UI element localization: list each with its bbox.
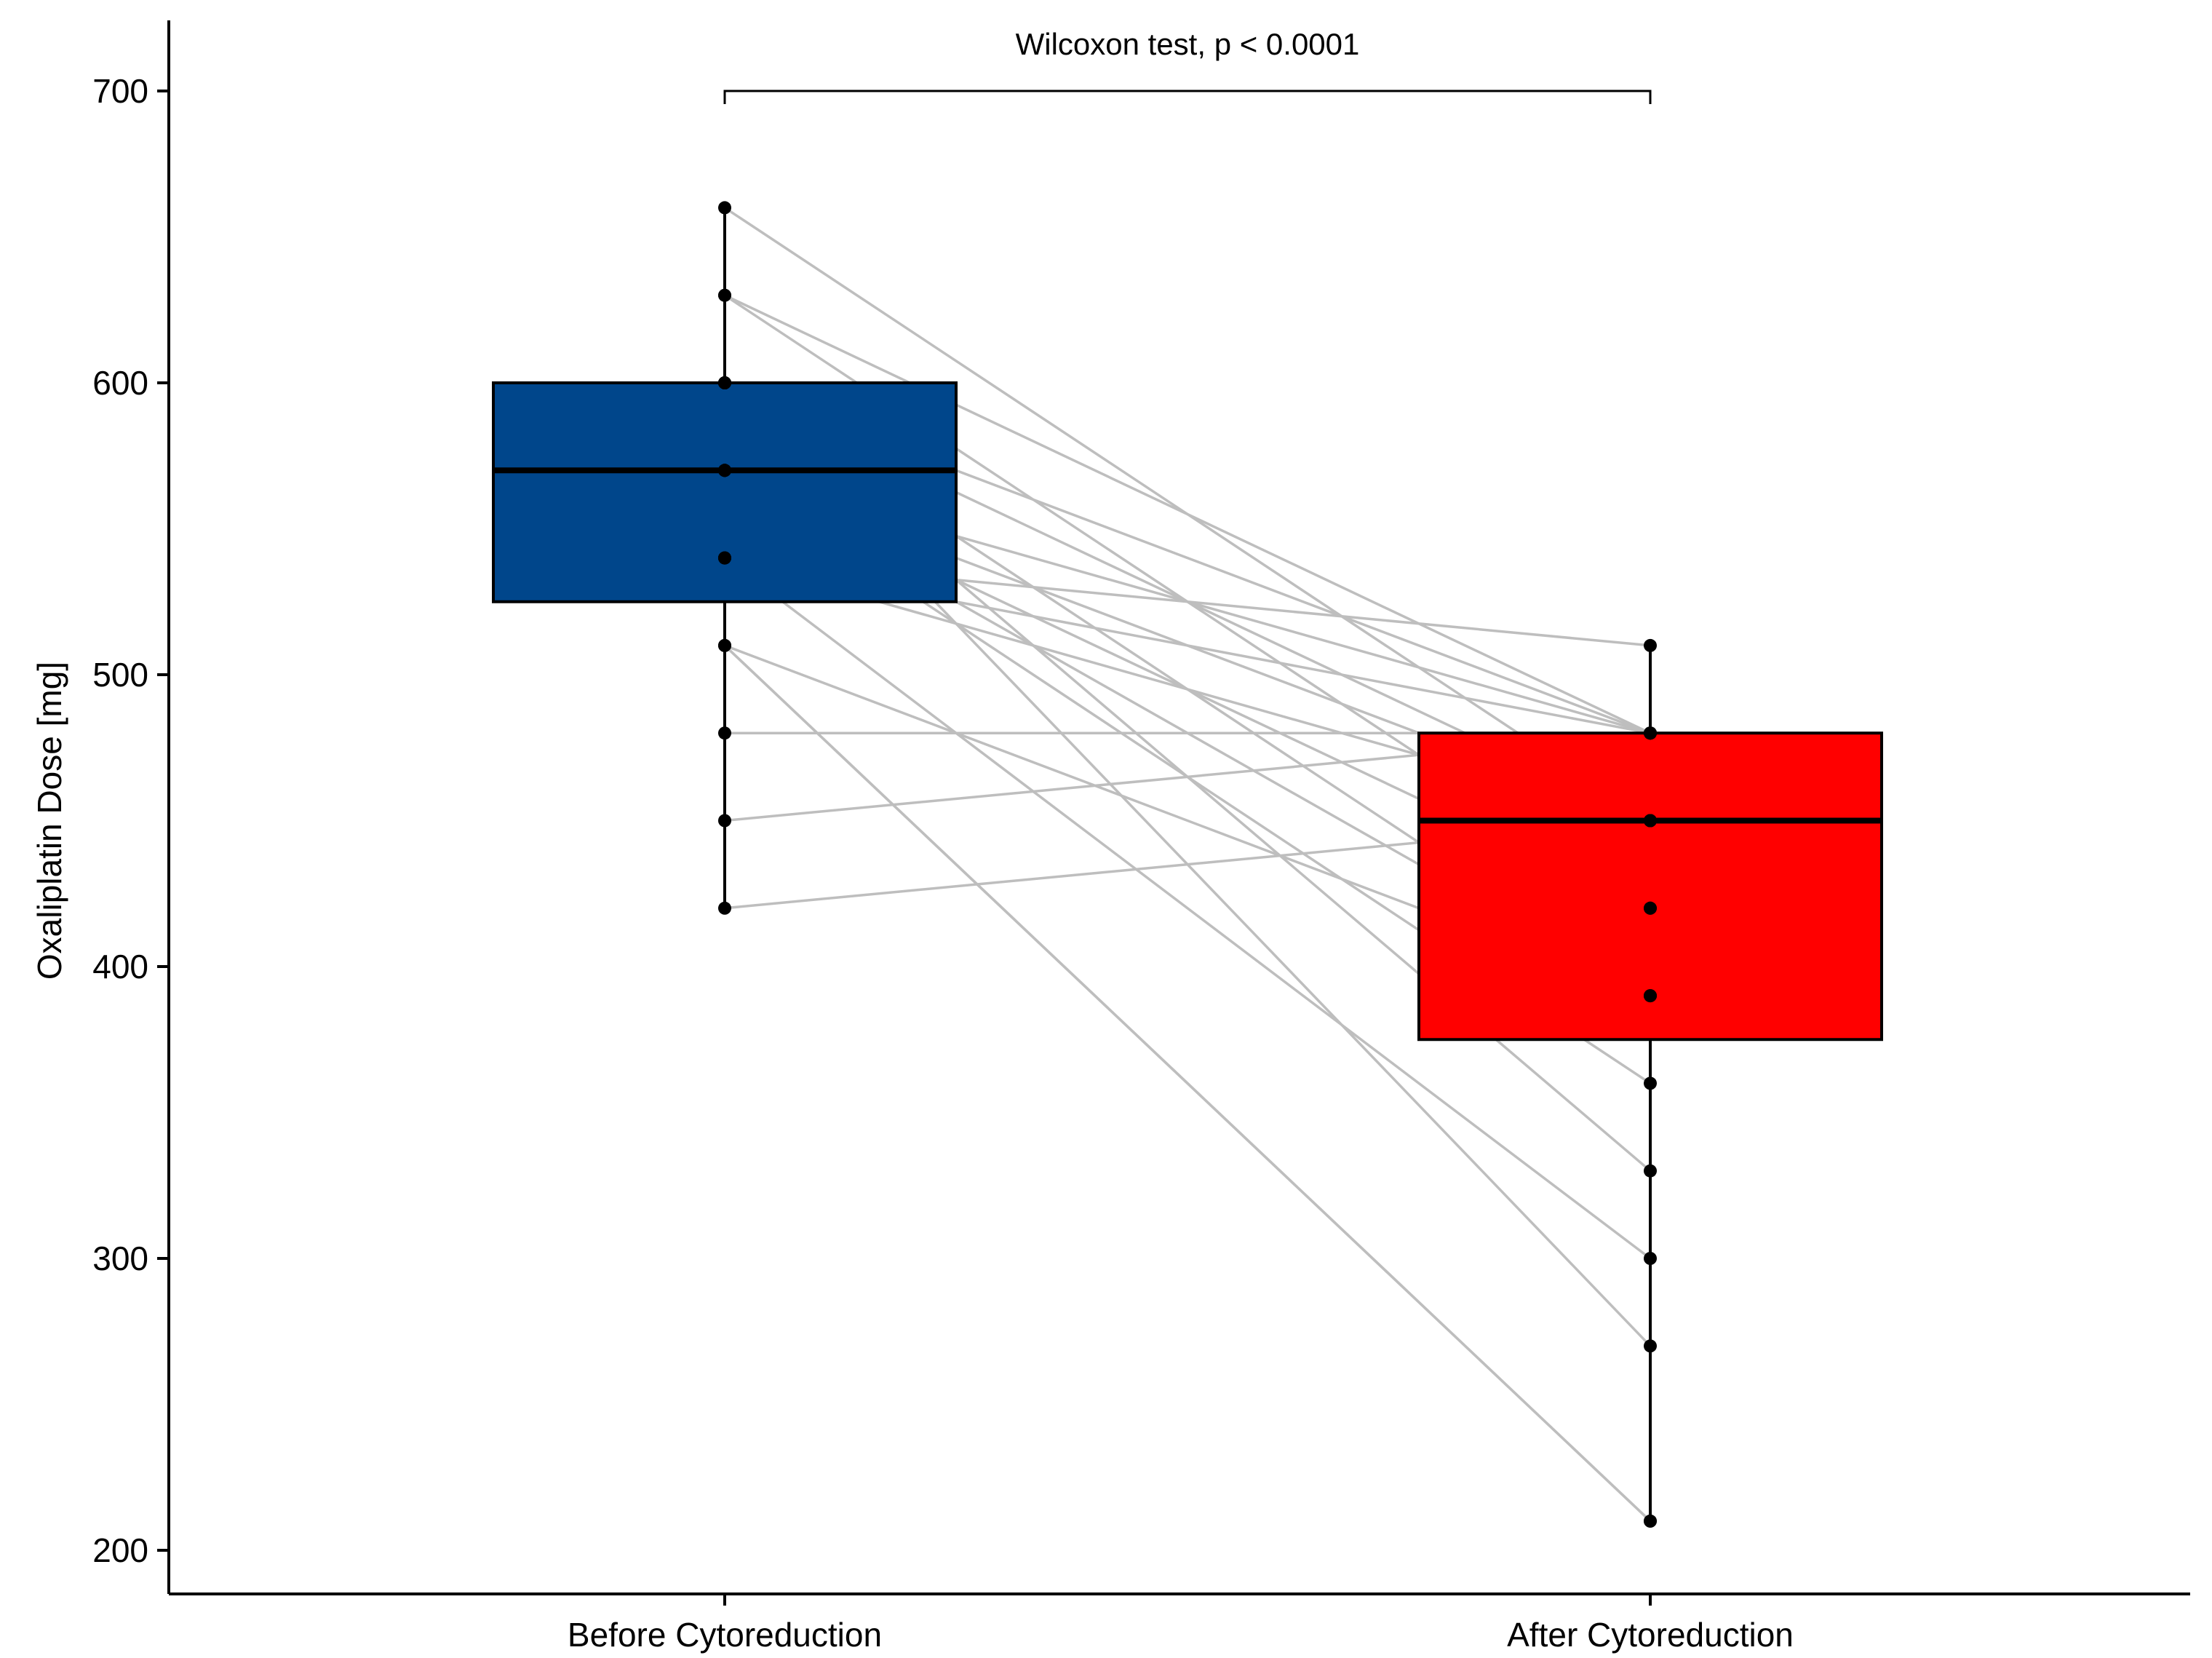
significance-bracket	[723, 90, 1652, 104]
data-point-after	[1644, 1164, 1657, 1178]
data-point-after	[1644, 989, 1657, 1003]
data-point-after	[1644, 726, 1657, 740]
data-point-before	[718, 814, 731, 828]
paired-line	[723, 557, 1652, 1260]
data-point-before	[718, 376, 731, 389]
y-tick-label: 700	[92, 72, 148, 110]
y-ticks-group: 200 300 400 500 600 700	[92, 72, 169, 1569]
data-point-before	[718, 551, 731, 565]
data-point-after	[1644, 814, 1657, 828]
data-point-after	[1644, 1076, 1657, 1090]
data-point-after	[1644, 901, 1657, 915]
data-point-before	[718, 464, 731, 477]
data-point-before	[718, 901, 731, 915]
y-tick-label: 500	[92, 656, 148, 694]
paired-line	[723, 644, 1652, 1523]
data-point-after	[1644, 638, 1657, 652]
x-ticks-group: Before Cytoreduction After Cytoreduction	[568, 1594, 1794, 1654]
y-tick-label: 400	[92, 948, 148, 985]
data-point-after	[1644, 1252, 1657, 1265]
data-point-after	[1644, 1514, 1657, 1528]
x-tick-label: Before Cytoreduction	[568, 1616, 882, 1654]
box-before	[492, 381, 958, 603]
y-tick-label: 300	[92, 1239, 148, 1277]
data-points-group	[718, 201, 1657, 1528]
significance-annotation: Wilcoxon test, p < 0.0001	[723, 27, 1652, 104]
box-after	[1417, 731, 1883, 1042]
data-point-after	[1644, 1339, 1657, 1353]
y-tick-label: 600	[92, 364, 148, 402]
y-axis-title: Oxaliplatin Dose [mg]	[31, 662, 68, 980]
data-point-before	[718, 288, 731, 302]
data-point-before	[718, 638, 731, 652]
data-point-before	[718, 201, 731, 215]
boxes-group	[492, 207, 1883, 1521]
axes-group	[167, 20, 2190, 1595]
data-point-before	[718, 726, 731, 740]
y-tick-label: 200	[92, 1531, 148, 1569]
x-tick-label: After Cytoreduction	[1507, 1616, 1794, 1654]
significance-label: Wilcoxon test, p < 0.0001	[1016, 27, 1360, 61]
paired-line	[724, 294, 1651, 734]
